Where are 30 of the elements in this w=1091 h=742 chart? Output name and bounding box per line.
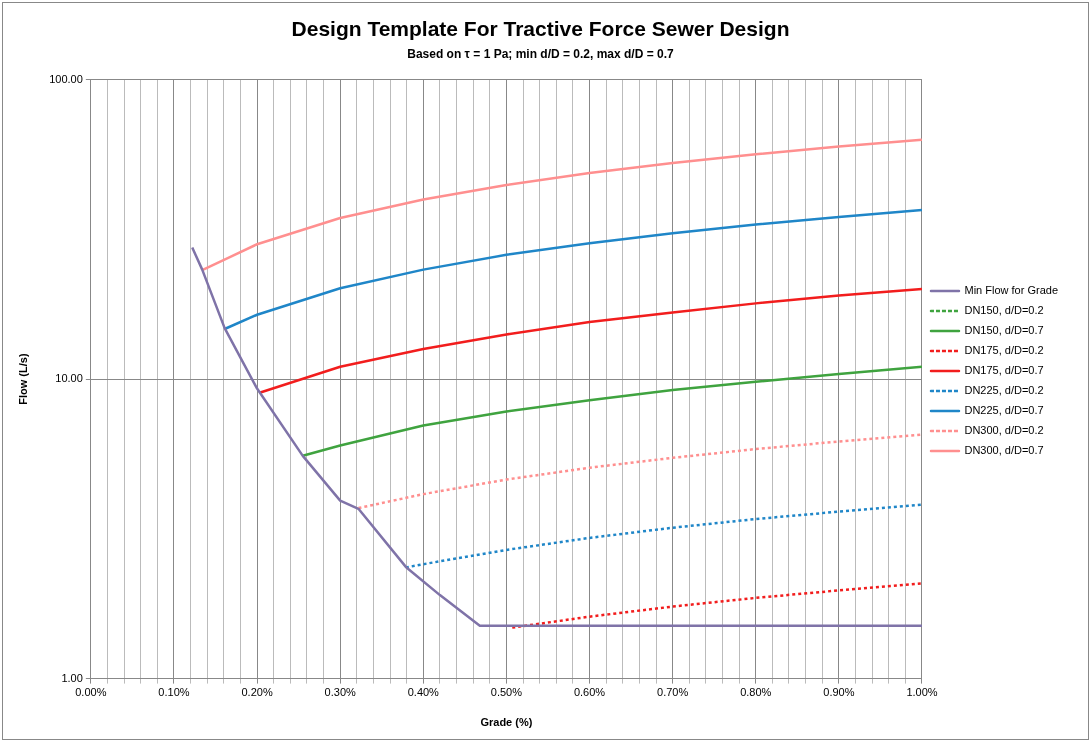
x-axis-title: Grade (%) [480, 716, 533, 729]
x-tick-label: 0.90% [823, 686, 855, 699]
y-axis-title: Flow (L/s) [16, 353, 29, 405]
legend-label: DN150, d/D=0.2 [964, 304, 1044, 317]
chart-subtitle: Based on τ = 1 Pa; min d/D = 0.2, max d/D = 0.7 [407, 46, 675, 61]
x-tick-label: 0.30% [324, 686, 356, 699]
x-tick-label: 0.70% [657, 686, 689, 699]
legend-label: DN175, d/D=0.2 [964, 344, 1044, 357]
x-tick-label: 0.10% [158, 686, 190, 699]
legend-label: DN300, d/D=0.7 [964, 444, 1044, 457]
line-series [510, 582, 922, 629]
chart-title: Design Template For Tractive Force Sewer Design [291, 17, 790, 41]
x-tick-label: 1.00% [906, 686, 938, 699]
legend-label: DN175, d/D=0.7 [964, 364, 1044, 377]
y-tick-label: 10.00 [55, 372, 83, 385]
x-tick-label: 0.40% [407, 686, 440, 699]
legend-label: DN225, d/D=0.7 [964, 404, 1044, 417]
x-tick-label: 0.50% [490, 686, 523, 699]
y-tick-label: 100.00 [49, 72, 83, 85]
x-tick-label: 0.00% [75, 686, 107, 699]
legend-label: DN150, d/D=0.7 [964, 324, 1044, 337]
y-tick-label: 1.00 [61, 671, 83, 684]
x-tick-label: 0.60% [573, 686, 606, 699]
legend-label: DN300, d/D=0.2 [964, 424, 1044, 437]
legend-label: DN225, d/D=0.2 [964, 384, 1044, 397]
line-series [404, 503, 922, 569]
legend-label: Min Flow for Grade [964, 284, 1058, 297]
line-series [357, 433, 922, 510]
x-tick-label: 0.80% [740, 686, 772, 699]
x-tick-label: 0.20% [241, 686, 273, 699]
